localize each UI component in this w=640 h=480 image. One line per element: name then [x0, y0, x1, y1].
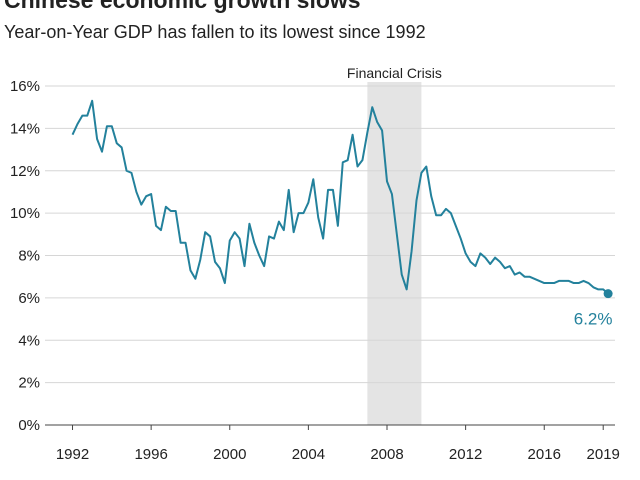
- y-tick-label: 0%: [18, 417, 40, 434]
- x-tick-label: 2000: [213, 446, 246, 463]
- y-tick-label: 6%: [18, 290, 40, 307]
- y-tick-label: 12%: [10, 163, 40, 180]
- x-tick-label: 2004: [292, 446, 325, 463]
- chart-title: Chinese economic growth slows: [4, 0, 361, 13]
- x-tick-label: 2012: [449, 446, 482, 463]
- end-dot: [603, 289, 613, 299]
- x-tick-label: 2019: [587, 446, 620, 463]
- y-tick-label: 2%: [18, 375, 40, 392]
- x-tick-label: 1992: [56, 446, 89, 463]
- y-tick-label: 10%: [10, 205, 40, 222]
- y-tick-label: 16%: [10, 78, 40, 95]
- line: [71, 99, 609, 295]
- chart-subtitle: Year-on-Year GDP has fallen to its lowes…: [4, 22, 426, 42]
- x-tick-label: 2008: [370, 446, 403, 463]
- y-tick-label: 8%: [18, 248, 40, 265]
- crisis-shade: [367, 82, 422, 425]
- end-label: 6.2%: [574, 310, 613, 329]
- y-tick-label: 14%: [10, 120, 40, 137]
- x-tick-label: 2016: [528, 446, 561, 463]
- y-tick-label: 4%: [18, 332, 40, 349]
- shade-label: Financial Crisis: [347, 65, 442, 81]
- x-tick-label: 1996: [134, 446, 167, 463]
